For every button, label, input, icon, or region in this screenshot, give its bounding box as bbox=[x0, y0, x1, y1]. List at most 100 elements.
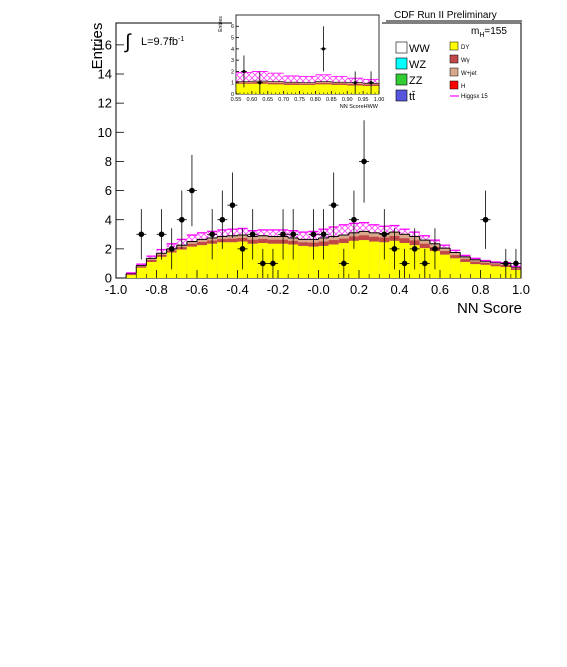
data-point bbox=[260, 260, 266, 267]
x-tick-label: 1.0 bbox=[512, 282, 530, 297]
data-point bbox=[280, 231, 286, 238]
wgamma-bar bbox=[227, 238, 238, 243]
y-tick-label: 0 bbox=[231, 92, 234, 98]
dy-bar bbox=[288, 244, 299, 278]
data-point bbox=[158, 231, 165, 238]
x-tick-label: 0.55 bbox=[231, 97, 242, 103]
signal-band-bar bbox=[450, 250, 461, 253]
data-point bbox=[503, 260, 509, 267]
signal-band-bar bbox=[267, 73, 284, 82]
wgamma-bar bbox=[450, 255, 461, 259]
x-tick-label: 1.00 bbox=[374, 97, 385, 103]
legend-wgamma-swatch bbox=[449, 54, 459, 64]
dy-bar bbox=[379, 242, 390, 278]
dy-bar bbox=[197, 245, 208, 278]
data-point bbox=[229, 202, 236, 208]
y-tick-label: 10 bbox=[98, 125, 112, 140]
x-axis-label: NN Score bbox=[457, 300, 522, 317]
y-tick-label: 4 bbox=[231, 47, 234, 53]
signal-band-bar bbox=[359, 222, 370, 232]
y-tick-label: 0 bbox=[105, 271, 112, 286]
legend-higgs-label: Higgsx 15 bbox=[461, 94, 488, 100]
data-point bbox=[270, 260, 276, 267]
wgamma-bar bbox=[136, 266, 147, 268]
wgamma-bar bbox=[146, 259, 157, 262]
x-tick-label: 0.8 bbox=[471, 282, 489, 297]
dy-bar bbox=[359, 240, 370, 278]
dy-bar bbox=[450, 258, 461, 278]
signal-band-bar bbox=[267, 229, 278, 237]
data-point bbox=[513, 260, 519, 267]
y-tick-label: 4 bbox=[105, 212, 112, 227]
data-point bbox=[249, 231, 256, 238]
luminosity-label: ∫ L=9.7fb-1 bbox=[124, 31, 184, 53]
wgamma-bar bbox=[331, 83, 348, 85]
inset-plot-area: 0.55 0.60 0.65 0.70 0.75 0.80 0.85 0.90 0.95 1.00… bbox=[218, 9, 384, 110]
x-tick-label: -0.6 bbox=[186, 282, 208, 297]
signal-band-bar bbox=[369, 224, 380, 233]
wgamma-bar bbox=[126, 274, 137, 276]
dy-bar bbox=[278, 243, 289, 278]
inset-data-points bbox=[240, 26, 375, 94]
legend-dy-swatch bbox=[449, 41, 459, 51]
wgamma-bar bbox=[338, 238, 349, 244]
wgamma-bar bbox=[328, 240, 339, 245]
data-point bbox=[179, 216, 185, 223]
x-tick-label: 0.6 bbox=[431, 282, 449, 297]
data-point bbox=[310, 231, 317, 238]
x-tick-label: 0.60 bbox=[247, 97, 258, 103]
legend: WW WZ ZZ tt̄ DY Wγ W+jet H Higgsx 15 bbox=[395, 41, 488, 103]
dy-bar bbox=[308, 246, 319, 278]
y-axis-label: Entries bbox=[89, 23, 106, 70]
x-tick-label: 0.80 bbox=[310, 97, 321, 103]
signal-band-bar bbox=[257, 229, 268, 236]
dy-bar bbox=[217, 242, 228, 278]
dy-bar bbox=[480, 264, 491, 278]
signal-band-bar bbox=[299, 76, 316, 83]
data-point bbox=[482, 216, 489, 223]
data-point bbox=[290, 231, 296, 238]
signal-band-bar bbox=[298, 232, 309, 240]
signal-band-bar bbox=[136, 264, 147, 266]
dy-bar bbox=[328, 244, 339, 278]
wgamma-bar bbox=[298, 242, 309, 246]
data-point bbox=[361, 158, 367, 165]
dy-bar bbox=[318, 245, 329, 278]
luminosity-text: L=9.7fb-1 bbox=[141, 36, 184, 48]
data-point bbox=[239, 246, 246, 252]
signal-band-bar bbox=[331, 76, 348, 83]
mass-label: mH=155 bbox=[471, 26, 507, 39]
data-point bbox=[369, 81, 373, 85]
dy-bar bbox=[299, 84, 316, 94]
data-point bbox=[138, 231, 145, 238]
data-point bbox=[351, 216, 357, 223]
wgamma-bar bbox=[399, 238, 410, 244]
wgamma-bar bbox=[440, 251, 451, 255]
data-point bbox=[242, 69, 246, 74]
dy-bar bbox=[331, 84, 348, 94]
wgamma-bar bbox=[460, 259, 471, 262]
data-point bbox=[341, 260, 347, 267]
inset-axes: 0.55 0.60 0.65 0.70 0.75 0.80 0.85 0.90 0.95 1.00… bbox=[231, 24, 385, 103]
dy-bar bbox=[247, 243, 258, 278]
legend-h-label: H bbox=[461, 84, 465, 90]
inset-x-axis-label: NN ScoreHWW bbox=[340, 104, 379, 110]
chart-title: CDF Run II Preliminary bbox=[394, 10, 497, 21]
signal-band-bar bbox=[419, 235, 430, 241]
y-tick-label: 3 bbox=[231, 58, 234, 64]
legend-wjet-label: W+jet bbox=[461, 71, 477, 77]
wgamma-bar bbox=[186, 243, 197, 247]
y-tick-label: 1 bbox=[231, 81, 234, 87]
legend-h-swatch bbox=[449, 80, 459, 90]
legend-wjet-swatch bbox=[449, 67, 459, 77]
signal-band-bar bbox=[186, 235, 197, 242]
legend-zz-label: ZZ bbox=[409, 75, 423, 87]
dy-bar bbox=[440, 254, 451, 278]
x-tick-label: 0.75 bbox=[294, 97, 305, 103]
data-point bbox=[330, 202, 337, 208]
data-point bbox=[411, 246, 418, 252]
x-tick-label: 0.95 bbox=[358, 97, 369, 103]
signal-band-bar bbox=[338, 224, 349, 236]
wgamma-bar bbox=[197, 242, 208, 246]
x-tick-label: -0.2 bbox=[267, 282, 289, 297]
